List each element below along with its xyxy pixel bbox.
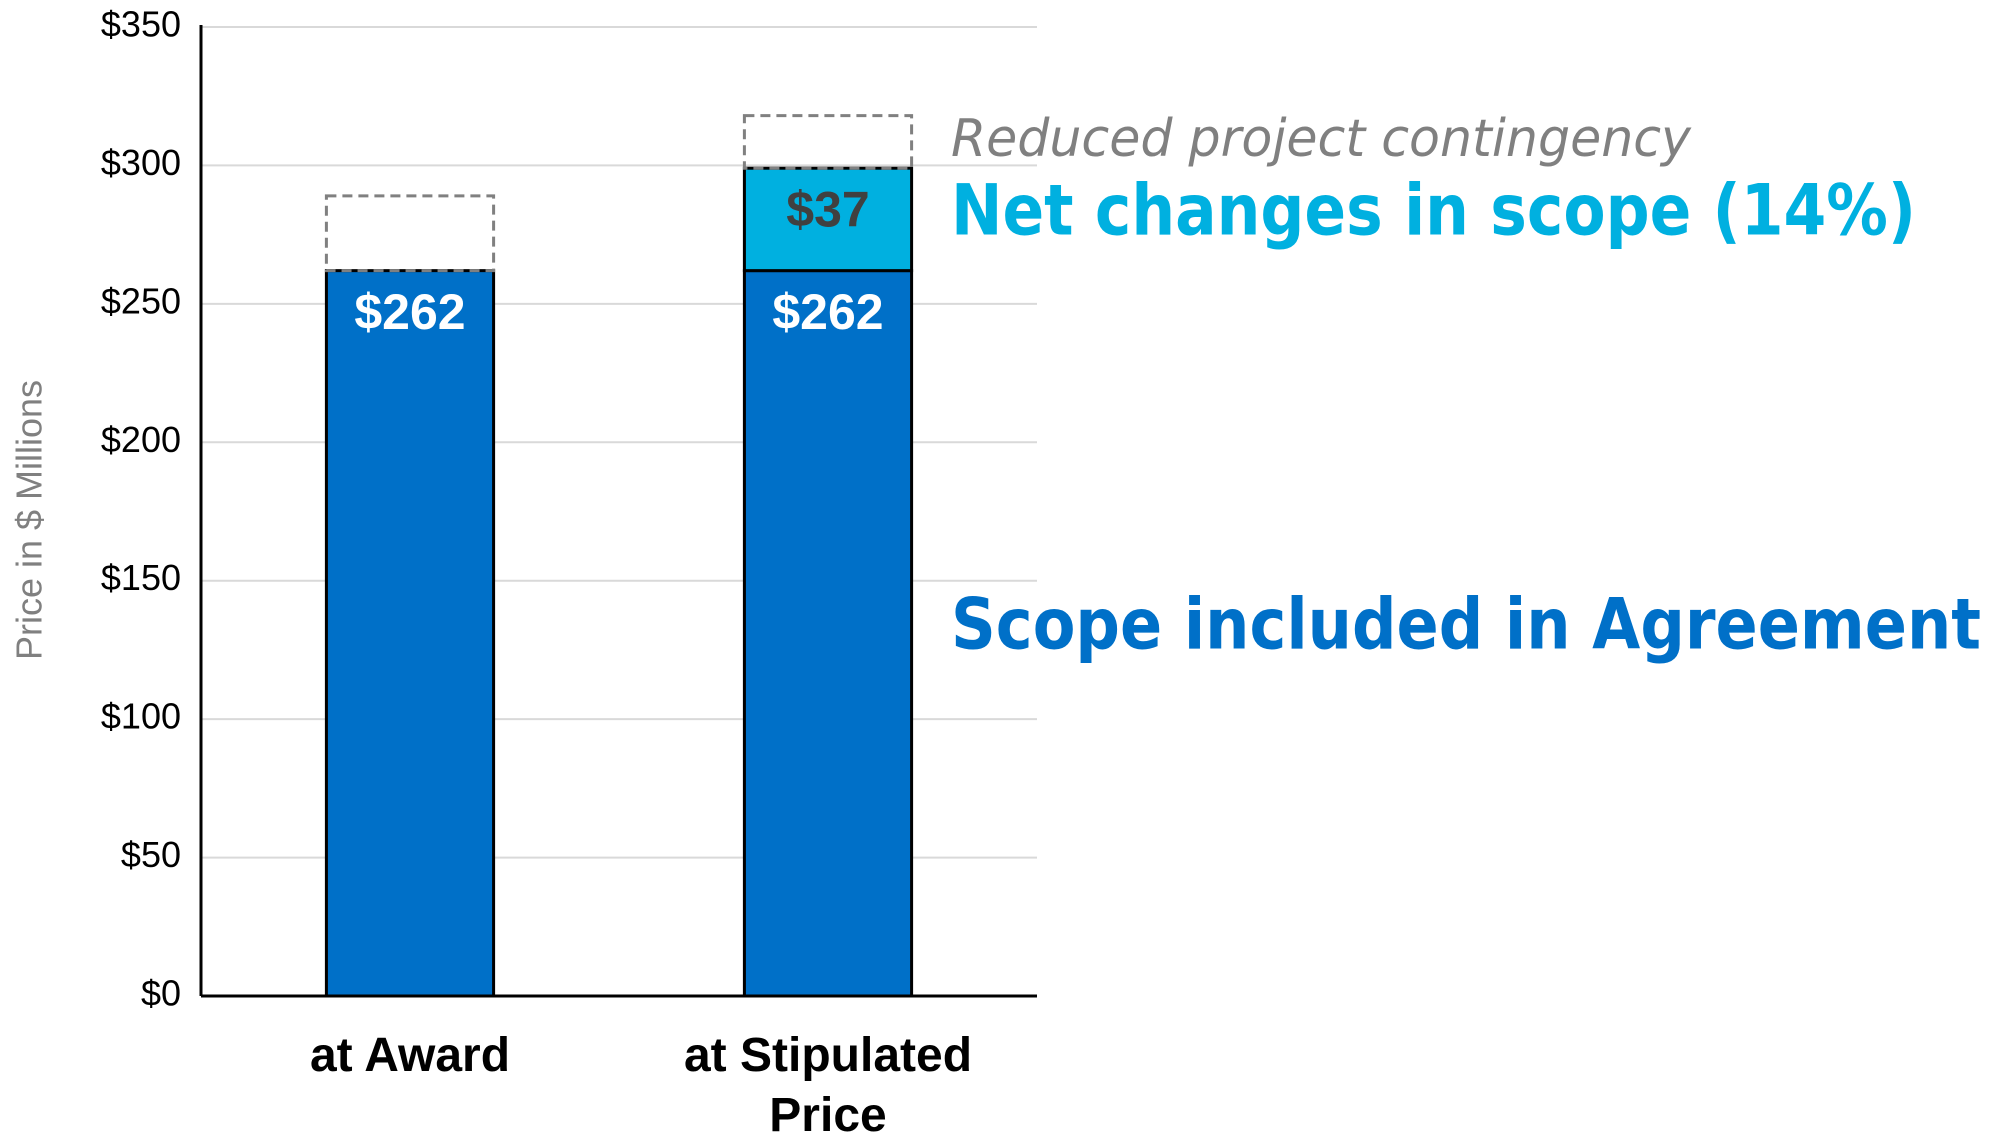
y-tick-label: $100 <box>101 696 181 737</box>
legend-label: Scope included in Agreement <box>951 583 1981 665</box>
data-label: $262 <box>772 284 883 340</box>
y-tick-label: $350 <box>101 4 181 45</box>
y-tick-label: $300 <box>101 142 181 183</box>
bar-segment <box>742 166 914 273</box>
data-label: $262 <box>354 284 465 340</box>
legend-label: Reduced project contingency <box>951 109 1692 169</box>
bar-segment <box>742 269 914 998</box>
data-label: $37 <box>786 181 869 237</box>
x-tick-label: at Stipulated Price <box>683 1029 973 1141</box>
contingency-segment <box>742 114 914 170</box>
x-tick-label-box: at Stipulated Price <box>683 1029 973 1141</box>
x-tick-label: at Award <box>309 1029 511 1082</box>
y-axis-label: Price in $ Millions <box>9 380 50 660</box>
x-tick-label-box: at Award <box>309 1029 511 1082</box>
legend-label: Net changes in scope (14%) <box>951 169 1916 251</box>
y-tick-label: $0 <box>141 973 181 1014</box>
y-tick-label: $150 <box>101 557 181 598</box>
y-tick-label: $200 <box>101 419 181 460</box>
bar-segment <box>324 269 496 998</box>
contingency-segment <box>324 194 496 273</box>
y-tick-label: $50 <box>121 834 181 875</box>
y-tick-label: $250 <box>101 280 181 321</box>
